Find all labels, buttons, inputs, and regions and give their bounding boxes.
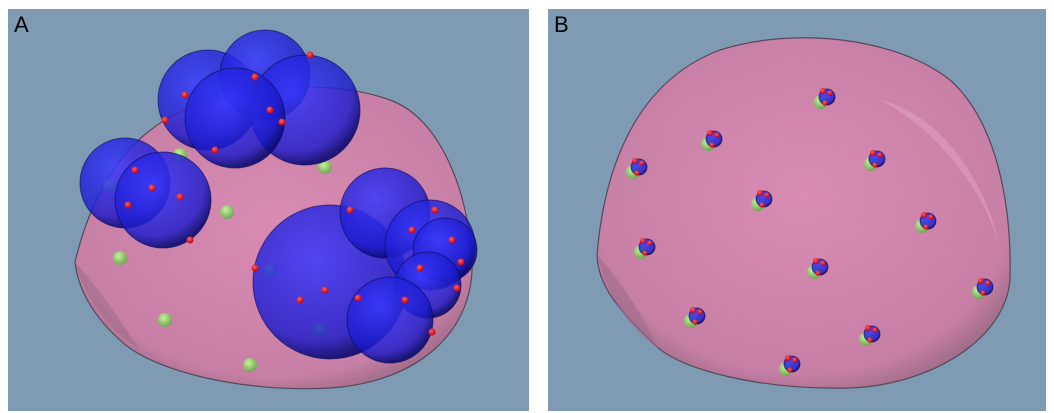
red-sphere [690, 307, 696, 313]
red-sphere [707, 130, 713, 136]
red-sphere [867, 337, 872, 342]
blue-sphere [185, 68, 285, 168]
red-sphere [252, 74, 259, 81]
red-sphere [187, 237, 194, 244]
red-sphere [322, 287, 329, 294]
red-sphere [923, 224, 928, 229]
green-sphere [220, 205, 234, 219]
green-sphere [158, 313, 172, 327]
blue-sphere [115, 152, 211, 248]
red-sphere [865, 325, 871, 331]
red-sphere [347, 207, 354, 214]
figure: A B [0, 0, 1054, 413]
panel-label: B [554, 12, 569, 37]
red-sphere [822, 100, 827, 105]
red-sphere [162, 117, 169, 124]
red-sphere [297, 297, 304, 304]
red-sphere [125, 202, 132, 209]
red-sphere [177, 194, 184, 201]
surface [597, 38, 1010, 388]
red-sphere [877, 152, 882, 157]
red-sphere [132, 167, 139, 174]
red-sphere [787, 367, 792, 372]
red-sphere [647, 240, 652, 245]
red-sphere [815, 270, 820, 275]
red-sphere [978, 278, 984, 284]
red-sphere [813, 258, 819, 264]
red-sphere [252, 265, 259, 272]
blue-sphere [347, 277, 433, 363]
red-sphere [639, 160, 644, 165]
red-sphere [757, 190, 763, 196]
red-sphere [709, 142, 714, 147]
red-sphere [764, 192, 769, 197]
red-sphere [985, 280, 990, 285]
red-sphere [820, 260, 825, 265]
panel-label: A [14, 12, 29, 37]
red-sphere [355, 295, 362, 302]
red-sphere [870, 150, 876, 156]
red-sphere [640, 238, 646, 244]
red-sphere [921, 212, 927, 218]
red-sphere [182, 92, 189, 99]
red-sphere [212, 147, 219, 154]
red-sphere [692, 319, 697, 324]
green-sphere [113, 251, 127, 265]
red-sphere [279, 119, 286, 126]
red-sphere [458, 259, 465, 266]
red-sphere [149, 185, 156, 192]
red-sphere [928, 214, 933, 219]
red-sphere [307, 52, 314, 59]
panel-b: B [548, 9, 1046, 411]
red-sphere [454, 285, 461, 292]
green-sphere [243, 358, 257, 372]
red-sphere [827, 90, 832, 95]
red-sphere [872, 162, 877, 167]
red-sphere [632, 158, 638, 164]
panel-a: A [8, 9, 529, 411]
red-sphere [714, 132, 719, 137]
red-sphere [872, 327, 877, 332]
red-sphere [432, 207, 439, 214]
red-sphere [409, 227, 416, 234]
red-sphere [642, 250, 647, 255]
red-sphere [980, 290, 985, 295]
red-sphere [785, 355, 791, 361]
red-sphere [759, 202, 764, 207]
red-sphere [697, 309, 702, 314]
red-sphere [402, 297, 409, 304]
red-sphere [267, 107, 274, 114]
red-sphere [429, 329, 436, 336]
red-sphere [634, 170, 639, 175]
red-sphere [820, 88, 826, 94]
red-sphere [449, 237, 456, 244]
red-sphere [417, 265, 424, 272]
red-sphere [792, 357, 797, 362]
